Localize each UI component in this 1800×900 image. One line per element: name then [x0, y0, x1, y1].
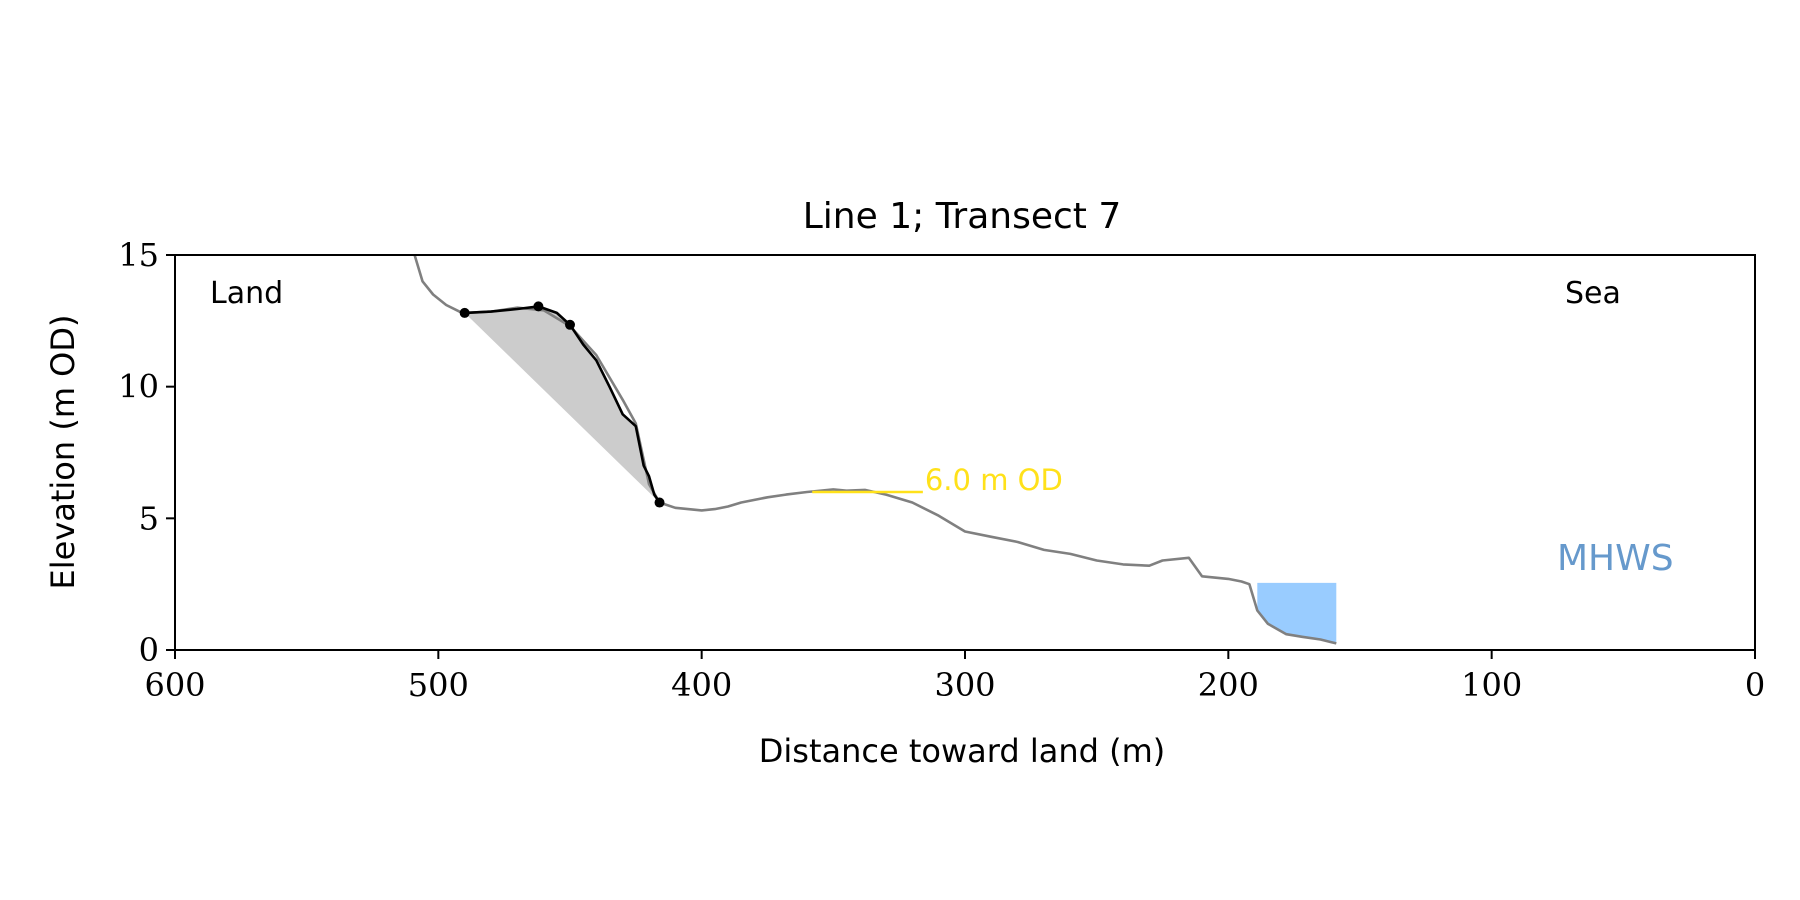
x-tick-label: 400	[671, 666, 732, 704]
cliff-fill	[464, 306, 660, 503]
od-label: 6.0 m OD	[925, 463, 1063, 497]
x-tick-label: 300	[934, 666, 995, 704]
cliff-marker	[533, 301, 544, 312]
sea-label: Sea	[1565, 276, 1621, 311]
x-tick-label: 100	[1461, 666, 1522, 704]
profile-line	[413, 254, 1337, 645]
y-axis: 0 5 10 15	[118, 236, 175, 669]
y-tick-label: 0	[139, 631, 159, 669]
plot-frame	[174, 254, 1756, 651]
x-tick-label: 0	[1745, 666, 1765, 704]
y-tick-label: 15	[118, 236, 159, 274]
plot-area	[413, 254, 1337, 645]
cliff-marker	[459, 307, 470, 318]
x-tick-label: 600	[144, 666, 205, 704]
x-tick-label: 500	[408, 666, 469, 704]
chart-title: Line 1; Transect 7	[803, 196, 1121, 237]
y-tick-label: 5	[139, 499, 159, 537]
mhws-label: MHWS	[1557, 538, 1674, 579]
cliff-marker	[565, 319, 575, 330]
y-axis-label: Elevation (m OD)	[44, 315, 82, 590]
cliff-line	[464, 305, 661, 504]
land-label: Land	[210, 276, 283, 311]
x-tick-label: 200	[1198, 666, 1259, 704]
cliff-marker	[654, 497, 665, 508]
x-axis-label: Distance toward land (m)	[759, 732, 1165, 770]
x-axis: 600 500 400 300 200 100 0	[144, 650, 1765, 704]
y-tick-label: 10	[118, 368, 159, 406]
water-fill	[1257, 582, 1337, 644]
